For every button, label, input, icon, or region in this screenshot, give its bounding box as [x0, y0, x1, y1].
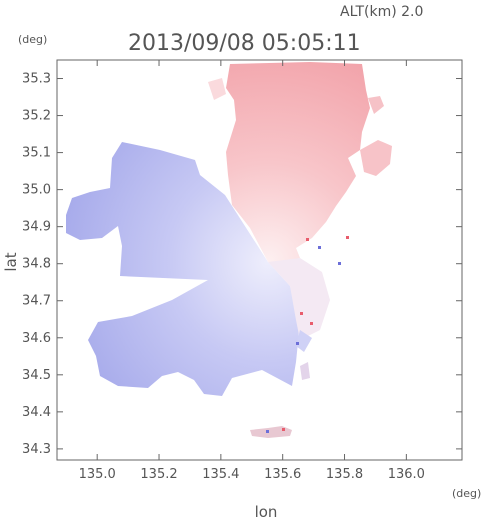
speckle — [306, 238, 309, 241]
y-tick-label: 34.8 — [22, 257, 51, 272]
plot-border — [56, 59, 463, 461]
receding-echo-nw — [208, 78, 226, 100]
approaching-echo-region — [66, 142, 300, 396]
y-tick-label: 34.3 — [22, 442, 51, 457]
y-tick-label: 34.4 — [22, 405, 51, 420]
x-tick-label: 135.4 — [202, 467, 239, 482]
speckle — [318, 246, 321, 249]
x-tick-label: 135.2 — [140, 467, 177, 482]
x-tick-label: 135.6 — [264, 467, 301, 482]
y-tick-label: 34.9 — [22, 220, 51, 235]
receding-echo-east — [360, 140, 392, 176]
y-tick-label: 35.1 — [22, 146, 51, 161]
receding-echo-region — [226, 62, 370, 262]
speckle — [338, 262, 341, 265]
near-center-wedge — [268, 258, 330, 340]
timestamp-title: 2013/09/08 05:05:11 — [128, 31, 361, 56]
south-east-echo — [300, 362, 310, 380]
speckle — [266, 430, 269, 433]
south-isolated-echo — [250, 426, 292, 438]
x-tick-label: 136.0 — [388, 467, 425, 482]
y-tick-label: 34.5 — [22, 368, 51, 383]
plot-frame — [56, 59, 463, 461]
y-axis-label: lat — [2, 252, 20, 271]
y-tick-label: 34.7 — [22, 294, 51, 309]
altitude-label: ALT(km) 2.0 — [340, 4, 423, 20]
y-tick-label: 35.3 — [22, 72, 51, 87]
y-tick-label: 35.2 — [22, 109, 51, 124]
speckle — [282, 428, 285, 431]
y-axis-ticks: 34.3 34.4 34.5 34.6 34.7 34.8 34.9 35.0 35.1 35.2… — [22, 72, 462, 457]
x-axis-ticks: 135.0 135.2 135.4 135.6 135.8 136.0 — [79, 60, 425, 482]
x-axis-label: lon — [255, 503, 278, 521]
x-tick-label: 135.8 — [326, 467, 363, 482]
speckle — [300, 312, 303, 315]
y-axis-unit: (deg) — [18, 33, 47, 46]
speckle — [296, 342, 299, 345]
speckle — [310, 322, 313, 325]
velocity-field — [66, 62, 392, 438]
receding-echo-north — [368, 96, 384, 114]
south-echo-fragment — [296, 330, 312, 352]
y-tick-label: 35.0 — [22, 183, 51, 198]
speckle — [346, 236, 349, 239]
x-tick-label: 135.0 — [79, 467, 116, 482]
y-tick-label: 34.6 — [22, 331, 51, 346]
x-axis-unit: (deg) — [452, 487, 481, 500]
